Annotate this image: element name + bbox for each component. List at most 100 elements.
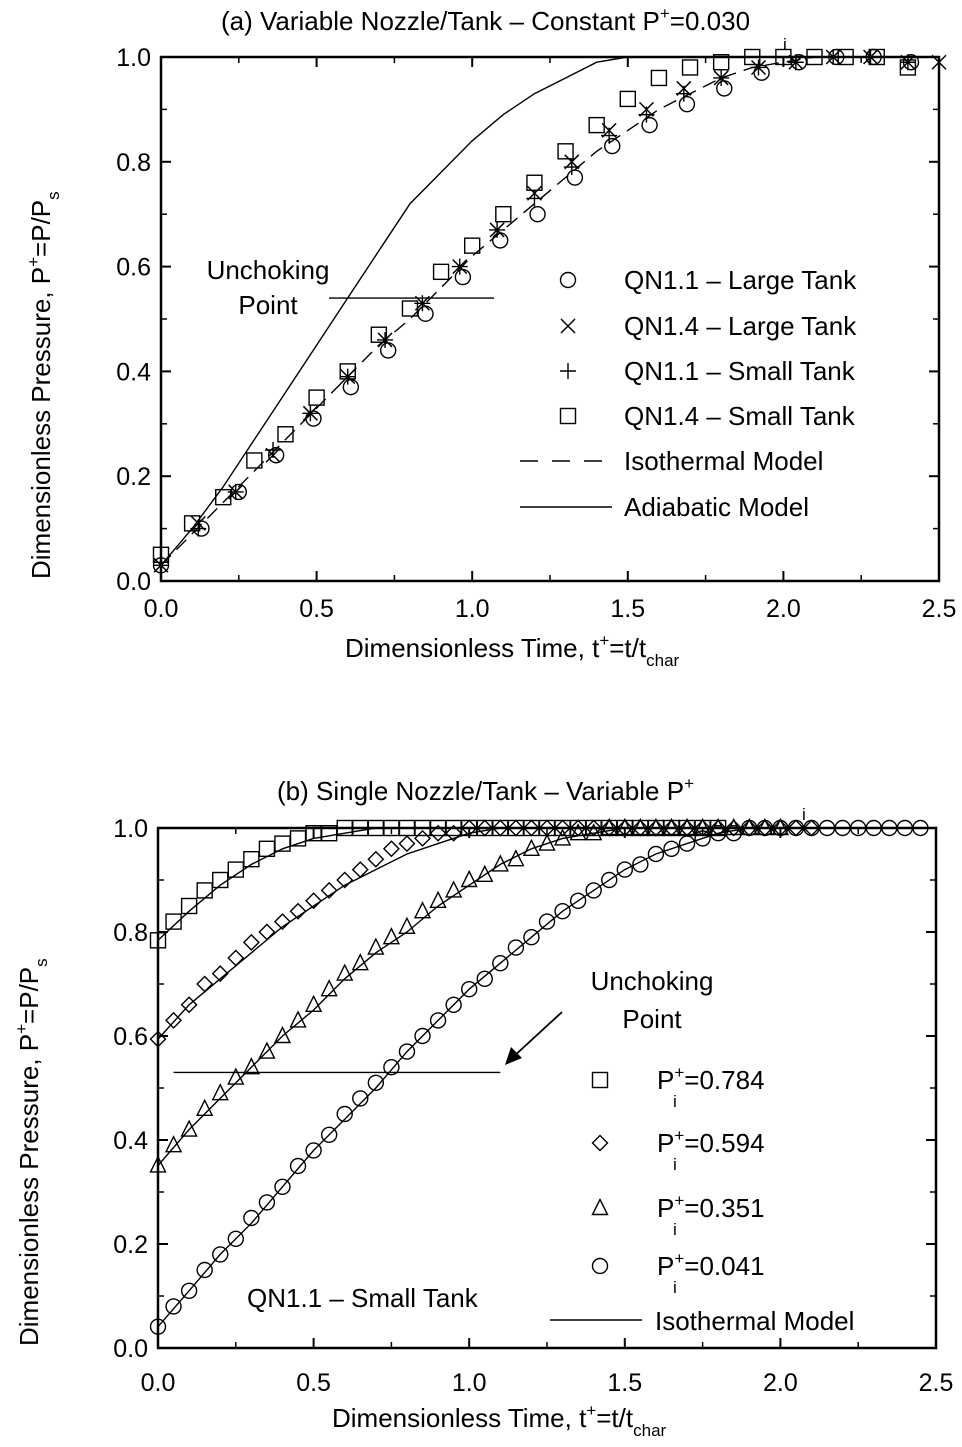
panel-b-title-part-1: + [684, 774, 694, 793]
panel-b-data-point-diamond [694, 819, 712, 837]
panel-b-data-point-diamond [491, 819, 509, 837]
panel-a-data-point-square [650, 69, 668, 87]
panel-b-legend-subscript: i [673, 1092, 677, 1111]
panel-b-legend-label: P+=0.041 [657, 1249, 765, 1281]
panel-b-data-point-diamond [367, 850, 385, 868]
panel-b-data-point-circle [585, 882, 602, 899]
panel-b-x-tick-label: 2.5 [919, 1369, 954, 1397]
panel-b-legend-label-part: =0.784 [684, 1065, 764, 1095]
panel-b-data-point-diamond [382, 840, 400, 858]
panel-b-data-point-circle [336, 1105, 353, 1123]
panel-b-model-curve-4-0 [157, 827, 936, 941]
panel-a-data-point-square [183, 515, 201, 532]
panel-b-data-point-triangle [771, 817, 790, 836]
panel-b-data-point-circle [398, 1043, 416, 1060]
panel-b-data-point-diamond [398, 835, 416, 853]
panel-a-legend-entry-1: QN1.4 – Large Tank [560, 311, 857, 341]
panel-a-y-axis-title-part-3: s [44, 191, 63, 200]
panel-b-data-point-circle [492, 955, 509, 972]
panel-a-x-tick-label: 2.0 [766, 595, 801, 623]
panel-b-x-tick-label: 0.5 [296, 1369, 331, 1397]
panel-a-data-point-plus [601, 127, 618, 144]
panel-b-data-point-diamond [647, 819, 665, 837]
panel-b-data-point-square [180, 897, 198, 915]
panel-b-data-point-circle [678, 835, 696, 852]
panel-a-legend-symbol-circle [559, 271, 577, 289]
panel-b-legend-symbol-circle [591, 1257, 609, 1275]
panel-b-data-point-triangle [242, 1057, 260, 1075]
panel-a-data-point-square [495, 205, 512, 223]
panel-a-data-point-circle [379, 342, 397, 359]
panel-b-data-point-triangle [662, 817, 681, 836]
panel-b-data-point-circle [243, 1209, 260, 1227]
panel-b-title-part-0: (b) Single Nozzle/Tank – Variable P [277, 776, 684, 806]
panel-b-series-1 [149, 819, 821, 1048]
panel-b-data-point-diamond [725, 819, 743, 837]
panel-a-x-axis-title-part-1: + [599, 631, 609, 650]
panel-a-data-point-circle [566, 169, 584, 186]
panel-b-data-point-diamond [289, 902, 307, 920]
panel-a-data-point-square [681, 59, 699, 76]
panel-b-x-tick-label: 1.5 [607, 1369, 642, 1397]
panel-a-data-point-circle [604, 137, 621, 155]
panel-a-title-part-1: + [660, 4, 670, 23]
panel-a-data-point-square [339, 363, 356, 380]
panel-b-data-point-circle [647, 845, 665, 863]
panel-b-data-point-triangle [273, 1025, 292, 1044]
panel-a-y-axis-title-part-0: Dimensionless Pressure, P [26, 267, 56, 579]
panel-a-x-axis-title: Dimensionless Time, t+=t/tchar [345, 631, 680, 670]
panel-b-y-tick-label: 1.0 [113, 815, 148, 843]
panel-a-legend-symbol-plus [560, 363, 576, 379]
panel-b-x-axis-title: Dimensionless Time, t+=t/tchar [332, 1401, 667, 1440]
panel-b-legend-subscript: i [673, 1278, 677, 1297]
panel-a-data-point-square [401, 300, 419, 317]
panel-b-data-point-triangle [149, 1155, 167, 1173]
panel-a-legend-entry-5: Adiabatic Model [520, 492, 809, 522]
panel-a-title: (a) Variable Nozzle/Tank – Constant P+=0… [221, 4, 750, 36]
panel-b-legend-label-part: P [657, 1128, 674, 1158]
panel-b-data-point-circle [165, 1298, 182, 1315]
panel-b-data-point-diamond [211, 965, 229, 983]
panel-a-legend-label: Adiabatic Model [624, 492, 809, 522]
panel-a-x-axis-title-part-2: =t/t [609, 633, 647, 663]
panel-b-y-axis-title-part-0: Dimensionless Pressure, P [14, 1034, 44, 1346]
panel-b-data-point-diamond [554, 819, 572, 837]
panel-a-data-point-square [619, 90, 636, 108]
panel-b-data-point-triangle [196, 1098, 214, 1117]
panel-b-data-point-triangle [600, 817, 618, 836]
panel-a-y-tick-label: 0.6 [116, 254, 151, 282]
panel-b-data-point-triangle [320, 979, 338, 997]
panel-b-data-point-circle [476, 970, 493, 987]
panel-b-y-tick-label: 0.6 [113, 1023, 148, 1051]
panel-b-data-point-triangle [258, 1041, 276, 1059]
panel-b-y-tick-label: 0.0 [113, 1335, 148, 1363]
panel-b-note-test-config: QN1.1 – Small Tank [247, 1283, 479, 1313]
panel-a-legend-label: QN1.4 – Small Tank [624, 401, 856, 431]
panel-a-legend-label: Isothermal Model [624, 446, 823, 476]
panel-b-y-tick-label: 0.4 [113, 1127, 148, 1155]
panel-a-title-part-2: =0.030 [670, 6, 750, 36]
panel-b-legend-label: P+=0.594 [657, 1126, 765, 1158]
panel-b-data-point-triangle [616, 817, 634, 836]
panel-b-plot-frame [156, 826, 938, 1350]
panel-a-data-point-square [308, 389, 325, 406]
panel-a-legend-entry-3: QN1.4 – Small Tank [559, 401, 856, 431]
panel-b-data-point-diamond [445, 824, 463, 842]
panel-b-data-point-square [196, 882, 213, 899]
panel-b-data-point-square [243, 851, 260, 868]
panel-a-data-point-circle [641, 116, 658, 134]
panel-b-data-point-triangle [678, 817, 696, 836]
panel-a-y-axis-title-part-1: + [24, 257, 43, 267]
panel-a-x-tick-label: 0.5 [299, 595, 334, 623]
panel-a-y-tick-label: 0.8 [116, 149, 151, 177]
panel-b-data-point-circle [429, 1012, 447, 1029]
panel-b-data-point-circle [694, 830, 711, 847]
panel-a-legend-label: QN1.1 – Small Tank [624, 356, 856, 386]
panel-a-data-point-plus [713, 69, 730, 86]
panel-b-data-point-circle [274, 1178, 291, 1196]
panel-b-legend-label: P+=0.784 [657, 1063, 765, 1095]
panel-b-data-point-diamond [522, 819, 540, 837]
panel-b-data-point-circle [258, 1194, 276, 1211]
panel-b-data-point-diamond [414, 829, 432, 847]
